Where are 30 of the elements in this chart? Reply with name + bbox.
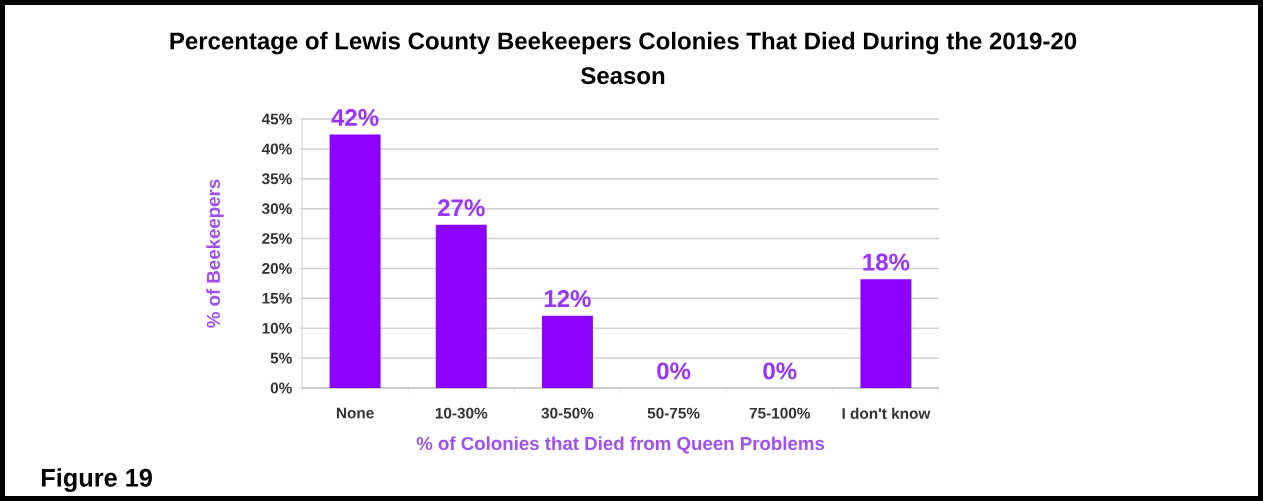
data-label: 12%	[544, 290, 591, 308]
x-tick-label: None	[336, 407, 374, 419]
x-tick-label: 10-30%	[435, 407, 488, 419]
y-tick-label: 30%	[261, 203, 292, 215]
y-tick-label: 20%	[262, 263, 292, 274]
y-tick-label: 45%	[261, 113, 292, 125]
x-tick-label: I don't know	[842, 407, 931, 419]
bar	[329, 134, 381, 388]
chart-title: Percentage of Lewis County Beekeepers Colonies That Died During the 2019-20 Season	[170, 31, 1077, 85]
bar	[541, 315, 593, 388]
data-label: 0%	[657, 362, 691, 380]
y-tick-label: 10%	[262, 322, 292, 334]
data-label: 0%	[763, 362, 797, 380]
data-label: 18%	[863, 253, 910, 271]
x-axis-title: % of Colonies that Died from Queen Problems	[416, 436, 825, 454]
data-label: 27%	[438, 199, 485, 217]
y-tick-label: 40%	[261, 143, 292, 155]
caption: Figure 19	[41, 468, 152, 492]
x-tick-label: 30-50%	[541, 407, 594, 419]
y-tick-label: 15%	[262, 292, 292, 304]
y-tick-label: 35%	[261, 173, 292, 185]
y-tick-label: 0%	[270, 382, 292, 394]
y-axis-title: % of Beekeepers	[206, 179, 224, 328]
y-tick-label: 5%	[270, 352, 292, 364]
bar	[435, 224, 487, 388]
data-label: 42%	[331, 108, 379, 126]
x-tick-label: 75-100%	[749, 407, 811, 419]
bar	[860, 279, 912, 388]
y-tick-label: 25%	[262, 233, 292, 244]
x-tick-label: 50-75%	[647, 407, 700, 419]
